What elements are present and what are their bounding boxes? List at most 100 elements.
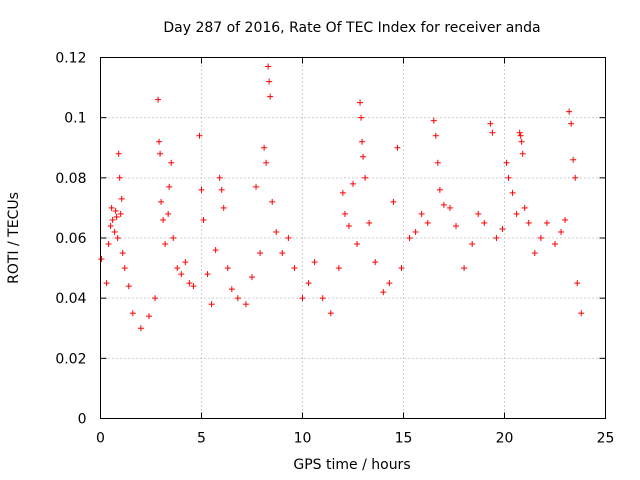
- data-point: [208, 301, 215, 308]
- data-point: [380, 289, 387, 296]
- data-point: [182, 259, 189, 266]
- data-point: [218, 186, 225, 193]
- data-point: [285, 235, 292, 241]
- data-point: [263, 159, 270, 166]
- x-tick-label: 0: [96, 431, 105, 447]
- data-point: [434, 159, 441, 166]
- data-point: [168, 159, 175, 166]
- data-point: [267, 93, 274, 100]
- data-point: [249, 274, 255, 281]
- y-tick-label: 0.12: [55, 51, 86, 67]
- data-point: [121, 265, 128, 272]
- data-point: [137, 325, 144, 332]
- data-point: [257, 250, 264, 257]
- data-point: [446, 204, 453, 211]
- data-point: [220, 204, 227, 211]
- data-point: [517, 132, 524, 139]
- x-tick-label: 25: [597, 431, 615, 447]
- data-point: [116, 174, 123, 181]
- data-point: [509, 189, 516, 196]
- data-point: [279, 250, 286, 257]
- data-point: [558, 228, 565, 235]
- data-point: [113, 213, 120, 220]
- data-point: [170, 235, 177, 241]
- data-point: [525, 219, 532, 226]
- data-point: [160, 216, 167, 223]
- x-tick-label: 15: [395, 431, 413, 447]
- data-point: [327, 310, 334, 317]
- data-point: [418, 210, 425, 217]
- data-point: [157, 150, 164, 157]
- data-point: [412, 228, 419, 235]
- data-point: [360, 153, 367, 160]
- data-point: [111, 228, 118, 235]
- data-point: [269, 198, 276, 205]
- data-point: [372, 259, 379, 266]
- data-point: [319, 295, 326, 302]
- data-point: [114, 235, 121, 241]
- y-tick-label: 0.1: [64, 111, 86, 127]
- data-point: [242, 301, 249, 308]
- y-tick-label: 0.08: [55, 171, 86, 187]
- data-point: [386, 280, 393, 287]
- chart-title: Day 287 of 2016, Rate Of TEC Index for r…: [163, 20, 540, 36]
- x-tick-label: 10: [294, 431, 312, 447]
- x-tick-label: 5: [197, 431, 206, 447]
- data-point: [406, 235, 413, 241]
- data-point: [158, 198, 165, 205]
- data-point: [432, 132, 439, 139]
- data-point: [112, 207, 119, 214]
- data-point: [531, 250, 538, 257]
- data-point: [339, 189, 346, 196]
- data-point: [115, 150, 122, 157]
- data-point: [204, 271, 211, 278]
- data-point: [362, 174, 369, 181]
- data-point: [212, 247, 219, 254]
- data-point: [145, 313, 152, 320]
- data-point: [103, 280, 110, 287]
- data-point: [196, 132, 203, 139]
- data-point: [234, 295, 241, 302]
- data-point: [537, 235, 544, 241]
- ticks-layer: [100, 57, 606, 419]
- data-point: [119, 250, 126, 257]
- data-point: [162, 241, 169, 248]
- data-point: [216, 174, 223, 181]
- data-point: [117, 210, 124, 217]
- y-tick-label: 0.02: [55, 351, 86, 367]
- data-point: [109, 216, 116, 223]
- data-point: [359, 138, 366, 145]
- data-point: [273, 228, 280, 235]
- x-axis-label: GPS time / hours: [293, 457, 410, 473]
- data-point: [200, 216, 207, 223]
- data-point: [265, 63, 272, 70]
- data-point: [481, 219, 488, 226]
- data-point: [516, 129, 523, 136]
- data-point: [543, 219, 550, 226]
- data-point: [178, 271, 185, 278]
- data-point: [518, 138, 525, 145]
- data-point: [354, 241, 361, 248]
- data-point: [156, 138, 163, 145]
- data-point: [430, 117, 437, 124]
- data-point: [345, 222, 352, 229]
- data-point: [155, 96, 162, 103]
- y-tick-label: 0.06: [55, 231, 86, 247]
- data-point: [493, 235, 500, 241]
- data-point: [224, 265, 231, 272]
- data-point: [503, 159, 510, 166]
- data-point: [440, 201, 447, 208]
- data-point: [350, 180, 356, 187]
- data-point: [108, 204, 115, 211]
- data-point: [228, 286, 235, 293]
- data-point: [572, 174, 579, 181]
- data-point: [358, 114, 365, 121]
- data-point: [513, 210, 520, 217]
- data-point: [489, 129, 496, 136]
- data-point: [311, 259, 318, 266]
- data-point: [299, 295, 306, 302]
- grid-layer: [100, 57, 606, 419]
- data-point: [105, 241, 112, 248]
- data-point: [335, 265, 342, 272]
